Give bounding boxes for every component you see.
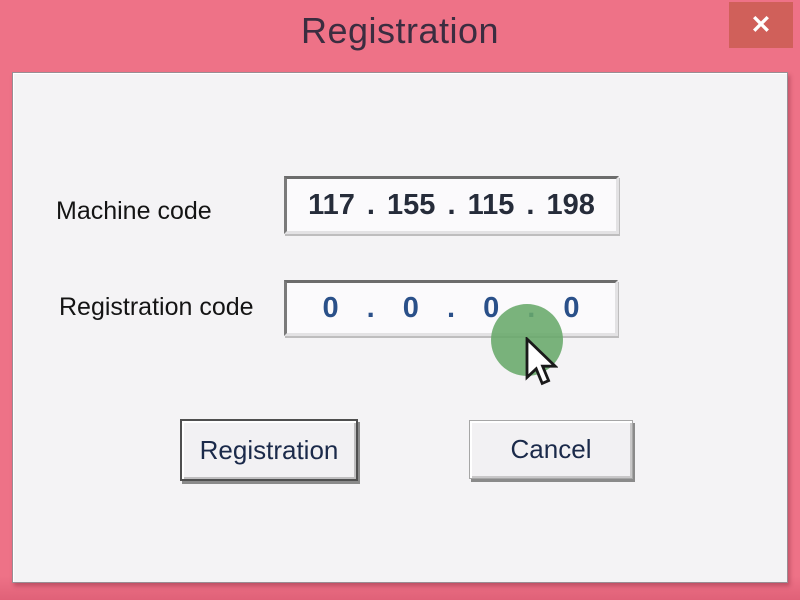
registration-button[interactable]: Registration — [180, 419, 358, 481]
registration-code-input[interactable]: 0 . 0 . 0 . 0 — [284, 280, 618, 336]
machine-code-value: 117 . 155 . 115 . 198 — [308, 188, 595, 221]
close-icon: ✕ — [750, 11, 772, 39]
machine-code-input[interactable]: 117 . 155 . 115 . 198 — [284, 176, 619, 234]
cancel-button[interactable]: Cancel — [469, 420, 633, 479]
mouse-cursor-icon — [525, 337, 558, 386]
registration-code-label: Registration code — [59, 293, 254, 321]
machine-code-label: Machine code — [56, 197, 212, 225]
cancel-button-label: Cancel — [510, 434, 592, 464]
window-title: Registration — [300, 10, 500, 51]
titlebar: Registration ✕ — [0, 0, 800, 72]
close-button[interactable]: ✕ — [729, 2, 793, 48]
registration-button-label: Registration — [199, 434, 339, 465]
dialog-body: Machine code 117 . 155 . 115 . 198 Regis… — [12, 72, 788, 583]
